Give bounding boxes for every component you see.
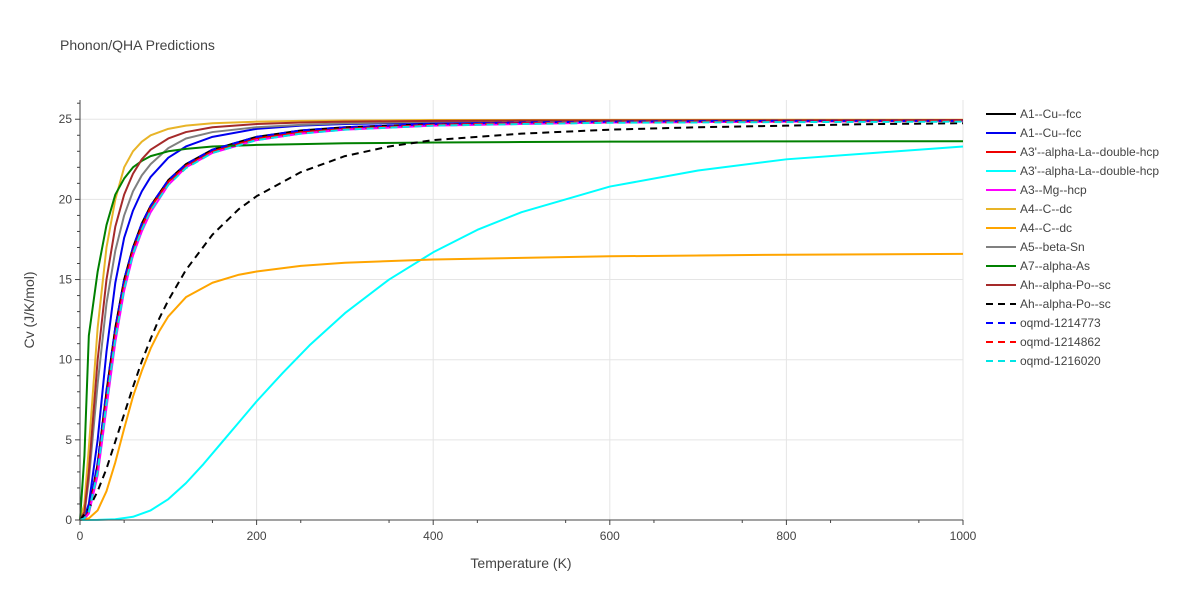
x-tick-label: 800: [776, 529, 796, 543]
x-tick-label: 400: [423, 529, 443, 543]
legend-label: A3'--alpha-La--double-hcp: [1020, 145, 1159, 159]
y-axis-title: Cv (J/K/mol): [21, 272, 37, 349]
series-line-4: [79, 119, 964, 521]
series-line-9: [79, 119, 964, 521]
series-line-13: [79, 120, 964, 521]
y-tick-label: 5: [65, 433, 72, 447]
legend-label: A3--Mg--hcp: [1020, 183, 1087, 197]
y-tick-label: 10: [59, 353, 73, 367]
legend-label: oqmd-1214862: [1020, 335, 1101, 349]
series-line-6: [79, 252, 964, 521]
x-tick-label: 1000: [950, 529, 977, 543]
legend-label: A1--Cu--fcc: [1020, 107, 1081, 121]
series-line-8: [79, 140, 964, 521]
series-line-11: [79, 119, 963, 521]
legend-label: oqmd-1214773: [1020, 316, 1101, 330]
series-line-5: [79, 118, 963, 521]
legend-label: Ah--alpha-Po--sc: [1020, 297, 1111, 311]
x-axis-title: Temperature (K): [470, 555, 571, 571]
grid-lines: [80, 100, 964, 520]
axes: 0 200 400 600 800 1000 0 5 10 15 20 25: [59, 100, 977, 543]
y-tick-label: 20: [59, 192, 73, 206]
legend-label: Ah--alpha-Po--sc: [1020, 278, 1111, 292]
y-tick-label: 15: [59, 273, 73, 287]
x-tick-label: 0: [77, 529, 84, 543]
legend: A1--Cu--fcc A1--Cu--fcc A3'--alpha-La--dou…: [986, 107, 1159, 368]
legend-label: A3'--alpha-La--double-hcp: [1020, 164, 1159, 178]
y-tick-label: 25: [59, 112, 73, 126]
legend-label: A1--Cu--fcc: [1020, 126, 1081, 140]
legend-label: A4--C--dc: [1020, 202, 1072, 216]
series-line-3: [79, 145, 964, 521]
series-line-0: [79, 119, 963, 521]
series-line-2: [79, 119, 964, 521]
series-line-7: [79, 119, 963, 521]
legend-label: A5--beta-Sn: [1020, 240, 1085, 254]
series-line-12: [79, 119, 964, 521]
legend-label: oqmd-1216020: [1020, 354, 1101, 368]
x-tick-label: 200: [247, 529, 267, 543]
chart-title: Phonon/QHA Predictions: [60, 37, 215, 53]
series-line-10: [79, 122, 964, 521]
legend-label: A7--alpha-As: [1020, 259, 1090, 273]
legend-label: A4--C--dc: [1020, 221, 1072, 235]
plot-area: [79, 118, 964, 521]
series-line-1: [79, 119, 963, 521]
y-tick-label: 0: [65, 513, 72, 527]
x-tick-label: 600: [600, 529, 620, 543]
